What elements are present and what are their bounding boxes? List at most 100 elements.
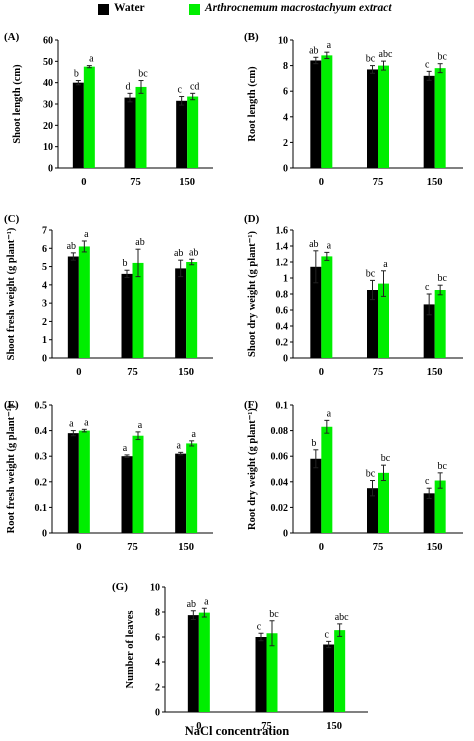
y-tick-label: 0.2	[35, 477, 48, 488]
y-tick-label: 0.8	[276, 290, 289, 301]
y-tick-label: 8	[283, 61, 288, 72]
bar-extract	[78, 246, 90, 358]
bar-extract	[378, 472, 389, 533]
y-tick-label: 1.6	[276, 226, 289, 237]
x-tick-label: 150	[178, 367, 194, 378]
significance-letter: c	[324, 629, 329, 640]
bar-water	[367, 69, 378, 168]
chart-panel-a: (A) 0 10 20 30 40 50 60 Shoot length (cm) 0 ba 75 db…	[4, 31, 213, 188]
panel-label: (A)	[4, 31, 20, 43]
legend-label-extract: Arthrocnemum macrostachyum extract	[205, 2, 392, 14]
y-tick-label: 3	[42, 299, 47, 310]
bar-water	[255, 637, 267, 712]
bar-extract	[334, 630, 346, 712]
bar-extract	[434, 68, 446, 168]
chart-panel-d: (D) 0 0.2 0.4 0.6 0.8 1 1.2 1.4 1.6 Shoot dry weig…	[244, 213, 463, 378]
significance-letter: c	[177, 85, 182, 96]
x-tick-label: 0	[319, 367, 324, 378]
bar-extract	[186, 443, 198, 533]
y-tick-label: 2	[283, 138, 288, 149]
significance-letter: bc	[138, 69, 148, 80]
y-tick-label: 4	[283, 112, 288, 123]
bar-water	[323, 644, 335, 712]
bar-water	[121, 273, 133, 358]
bar-water	[310, 266, 322, 358]
bar-water	[367, 290, 378, 358]
significance-letter: bc	[437, 52, 447, 63]
significance-letter: bc	[269, 609, 279, 620]
significance-letter: bc	[381, 453, 391, 464]
x-tick-label: 0	[76, 542, 81, 553]
y-tick-label: 60	[43, 36, 53, 47]
significance-letter: bc	[437, 273, 447, 284]
y-axis-title: Shoot dry weight (g plant⁻¹)	[247, 231, 258, 357]
x-tick-label: 75	[127, 367, 138, 378]
significance-letter: bc	[366, 469, 376, 480]
y-tick-label: 0.02	[271, 503, 289, 514]
bar-water	[175, 453, 187, 533]
bar-water	[175, 268, 187, 358]
bar-water	[176, 100, 188, 168]
y-tick-label: 6	[283, 87, 288, 98]
significance-letter: a	[84, 417, 89, 428]
panel-label: (E)	[4, 399, 19, 411]
y-tick-label: 30	[43, 100, 53, 111]
significance-letter: ab	[187, 599, 196, 610]
chart-panel-f: (F) 0 0.02 0.04 0.06 0.08 0.1 Root dry weight (…	[244, 399, 463, 553]
y-tick-label: 6	[155, 633, 160, 644]
y-tick-label: 0	[42, 529, 47, 540]
significance-letter: bc	[366, 268, 376, 279]
x-tick-label: 150	[178, 542, 194, 553]
y-tick-label: 1.4	[276, 242, 289, 253]
y-tick-label: 0.1	[276, 401, 289, 412]
panel-label: (D)	[244, 213, 260, 225]
bar-extract	[321, 426, 333, 533]
y-axis-title: Root dry weight (g plant⁻¹)	[247, 408, 258, 530]
bar-extract	[378, 65, 389, 168]
bar-water	[67, 256, 79, 358]
x-tick-label: 0	[81, 177, 86, 188]
significance-letter: a	[191, 429, 196, 440]
bar-extract	[135, 86, 147, 168]
y-tick-label: 8	[155, 608, 160, 619]
y-tick-label: 7	[42, 226, 47, 237]
y-tick-label: 2	[155, 683, 160, 694]
significance-letter: a	[327, 408, 332, 419]
significance-letter: bc	[366, 54, 376, 65]
bar-extract	[434, 480, 446, 533]
y-tick-label: 2	[42, 317, 47, 328]
significance-letter: a	[69, 419, 74, 430]
y-axis-title: Shoot length (cm)	[12, 64, 23, 144]
y-tick-label: 1.2	[276, 258, 289, 269]
significance-letter: b	[123, 258, 128, 269]
significance-letter: cd	[190, 81, 199, 92]
bar-extract	[321, 256, 333, 358]
y-tick-label: 1	[42, 335, 47, 346]
y-tick-label: 0.08	[271, 426, 289, 437]
bar-extract	[78, 430, 90, 533]
y-tick-label: 20	[43, 121, 53, 132]
significance-letter: a	[138, 420, 143, 431]
significance-letter: a	[204, 596, 209, 607]
significance-letter: a	[176, 440, 181, 451]
panel-label: (F)	[244, 399, 258, 411]
x-tick-label: 150	[179, 177, 195, 188]
legend-label-water: Water	[114, 2, 145, 14]
bar-extract	[321, 55, 333, 168]
y-tick-label: 0.6	[276, 306, 289, 317]
significance-letter: ab	[309, 45, 318, 56]
significance-letter: bc	[437, 461, 447, 472]
significance-letter: a	[383, 259, 388, 270]
significance-letter: a	[327, 240, 332, 251]
bar-water	[367, 488, 378, 533]
x-tick-label: 150	[427, 367, 443, 378]
chart-panel-c: (C) 0 1 2 3 4 5 6 7 Shoot fresh weight (g plant⁻¹…	[4, 213, 213, 378]
x-tick-label: 0	[319, 177, 324, 188]
x-tick-label: 75	[130, 177, 141, 188]
y-axis-title: Root length (cm)	[247, 66, 258, 142]
y-tick-label: 0.06	[271, 452, 289, 463]
y-tick-label: 0	[42, 354, 47, 365]
bar-extract	[132, 262, 144, 358]
